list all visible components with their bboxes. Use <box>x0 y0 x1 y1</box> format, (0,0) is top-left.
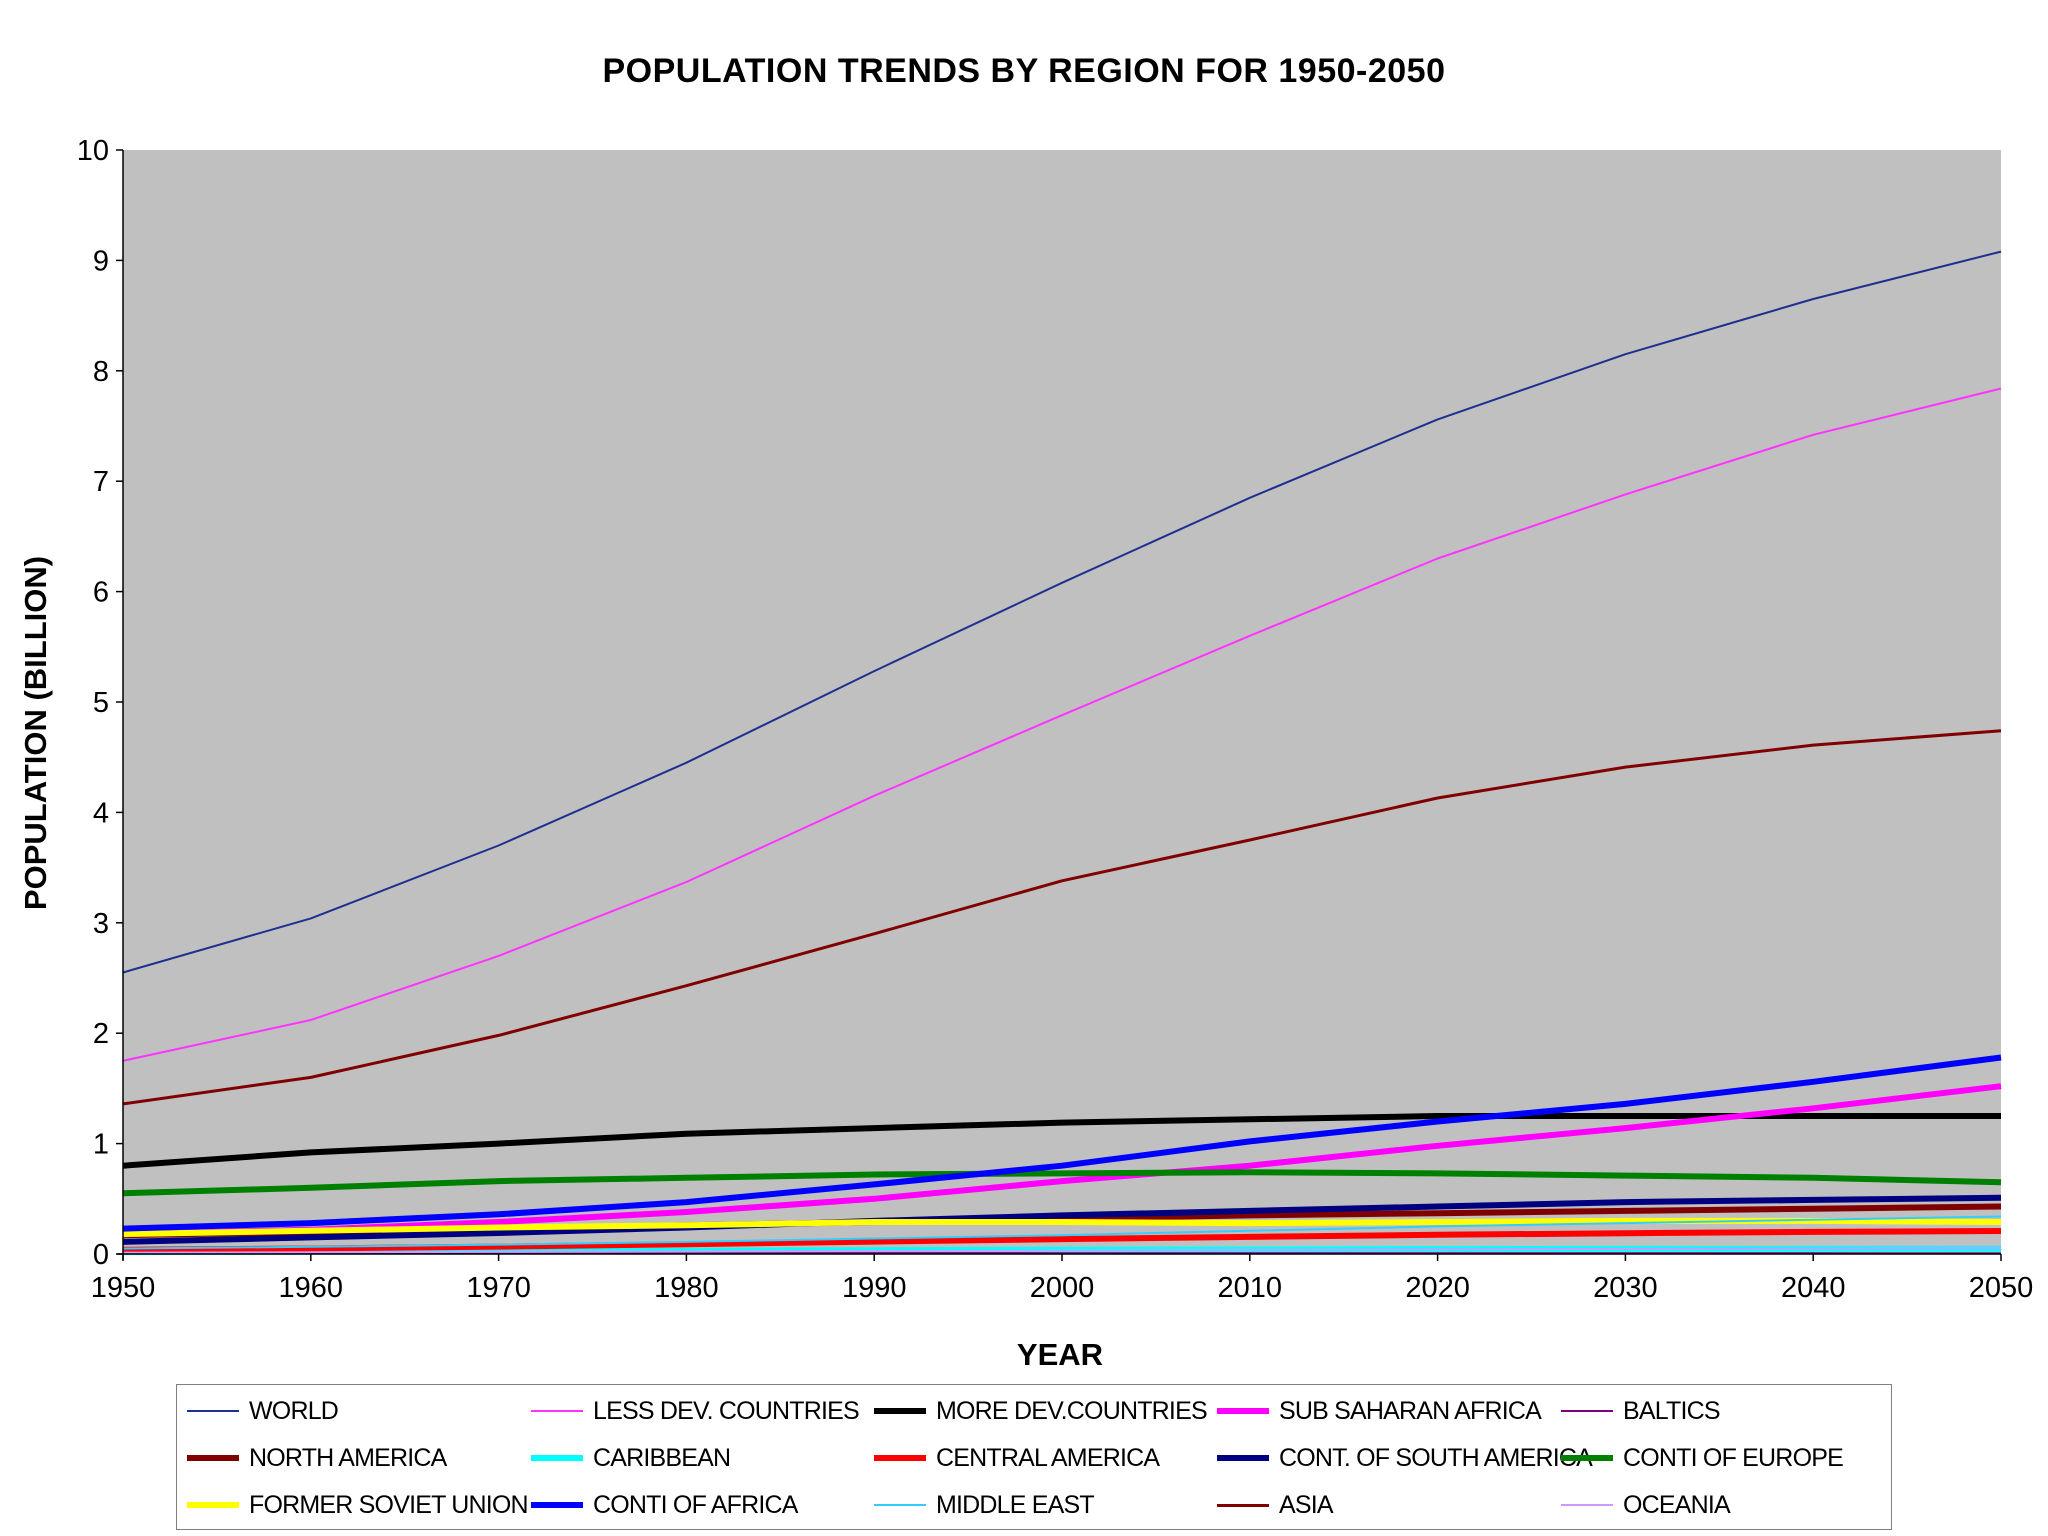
y-axis-ticks: 0 1 2 3 4 5 6 7 8 9 10 <box>77 135 123 1271</box>
y-tick-label: 7 <box>93 466 109 498</box>
legend-label: ASIA <box>1279 1490 1334 1519</box>
x-tick-label: 2030 <box>1593 1272 1658 1304</box>
legend-swatch <box>531 1455 583 1461</box>
x-tick-label: 1970 <box>466 1272 531 1304</box>
legend-swatch <box>531 1502 583 1508</box>
x-tick-label: 1980 <box>654 1272 719 1304</box>
legend-item: CONTI OF EUROPE <box>1561 1440 1844 1476</box>
x-axis-title: YEAR <box>1017 1337 1103 1372</box>
legend-item: BALTICS <box>1561 1393 1721 1429</box>
legend-label: CENTRAL AMERICA <box>936 1443 1160 1472</box>
legend-item: OCEANIA <box>1561 1487 1731 1523</box>
plot-area <box>123 150 2001 1254</box>
y-tick-label: 5 <box>93 687 109 719</box>
y-tick-label: 9 <box>93 245 109 277</box>
y-tick-label: 1 <box>93 1129 109 1161</box>
legend-swatch <box>1561 1410 1613 1412</box>
y-tick-label: 10 <box>77 135 109 167</box>
legend-item: MORE DEV.COUNTRIES <box>874 1393 1208 1429</box>
legend-label: CARIBBEAN <box>593 1443 731 1472</box>
legend-label: CONTI OF AFRICA <box>593 1490 798 1519</box>
legend-label: NORTH AMERICA <box>249 1443 447 1472</box>
x-tick-label: 2050 <box>1969 1272 2034 1304</box>
legend: WORLD LESS DEV. COUNTRIES MORE DEV.COUNTRI… <box>176 1384 1892 1530</box>
y-tick-label: 6 <box>93 577 109 609</box>
legend-swatch <box>1561 1504 1613 1506</box>
series-line-middle-east <box>122 1215 2002 1250</box>
legend-swatch <box>874 1408 926 1414</box>
legend-item: MIDDLE EAST <box>874 1487 1095 1523</box>
series-line-conti-of-africa <box>122 1054 2002 1232</box>
y-tick-label: 2 <box>93 1018 109 1050</box>
legend-swatch <box>187 1502 239 1508</box>
x-tick-label: 2000 <box>1030 1272 1095 1304</box>
y-tick-label: 3 <box>93 908 109 940</box>
legend-swatch <box>874 1455 926 1461</box>
x-tick-label: 2040 <box>1781 1272 1846 1304</box>
y-tick-label: 8 <box>93 356 109 388</box>
x-tick-label: 2010 <box>1218 1272 1283 1304</box>
x-axis-ticks: 1950 1960 1970 1980 1990 2000 2010 2020 2030 2040… <box>91 1254 2034 1304</box>
series-line-cont-of-south-america <box>122 1194 2002 1245</box>
legend-item: CARIBBEAN <box>531 1440 731 1476</box>
legend-item: WORLD <box>187 1393 339 1429</box>
legend-label: FORMER SOVIET UNION <box>249 1490 529 1519</box>
x-tick-label: 1990 <box>842 1272 907 1304</box>
legend-swatch <box>531 1410 583 1412</box>
legend-item: CONTI OF AFRICA <box>531 1487 798 1523</box>
legend-label: MORE DEV.COUNTRIES <box>936 1396 1208 1425</box>
legend-swatch <box>1561 1455 1613 1461</box>
series-layer <box>122 250 2002 1256</box>
series-line-more-dev-countries <box>122 1113 2001 1169</box>
x-tick-label: 2020 <box>1405 1272 1470 1304</box>
legend-label: LESS DEV. COUNTRIES <box>593 1396 860 1425</box>
legend-item: ASIA <box>1217 1487 1334 1523</box>
series-line-world <box>122 250 2002 974</box>
series-line-less-dev-countries <box>122 387 2002 1062</box>
series-line-former-soviet-union <box>122 1217 2002 1238</box>
series-line-sub-saharan-africa <box>122 1083 2002 1238</box>
legend-label: OCEANIA <box>1623 1490 1731 1519</box>
series-line-oceania <box>122 1247 2002 1254</box>
chart-title: POPULATION TRENDS BY REGION FOR 1950-205… <box>602 52 1446 90</box>
y-axis-title: POPULATION (BILLION) <box>18 556 53 910</box>
legend-label: BALTICS <box>1623 1396 1721 1425</box>
legend-item: LESS DEV. COUNTRIES <box>531 1393 860 1429</box>
legend-item: SUB SAHARAN AFRICA <box>1217 1393 1542 1429</box>
legend-item: CENTRAL AMERICA <box>874 1440 1160 1476</box>
legend-swatch <box>187 1455 239 1461</box>
y-tick-label: 0 <box>93 1239 109 1271</box>
legend-swatch <box>1217 1503 1269 1507</box>
series-line-asia <box>122 729 2002 1106</box>
legend-label: CONT. OF SOUTH AMERICA <box>1279 1443 1593 1472</box>
legend-swatch <box>874 1504 926 1506</box>
series-line-conti-of-europe <box>122 1169 2002 1197</box>
legend-label: CONTI OF EUROPE <box>1623 1443 1844 1472</box>
line-chart: 0 1 2 3 4 5 6 7 8 9 10 1950 1960 1970 1980 1990 2000 201… <box>18 135 2034 1372</box>
legend-label: SUB SAHARAN AFRICA <box>1279 1396 1542 1425</box>
x-tick-label: 1950 <box>91 1272 156 1304</box>
series-line-central-america <box>122 1228 2002 1253</box>
y-tick-label: 4 <box>93 797 109 829</box>
x-tick-label: 1960 <box>279 1272 344 1304</box>
legend-item: CONT. OF SOUTH AMERICA <box>1217 1440 1593 1476</box>
legend-item: NORTH AMERICA <box>187 1440 447 1476</box>
legend-label: WORLD <box>249 1396 339 1425</box>
legend-swatch <box>1217 1455 1269 1461</box>
legend-swatch <box>187 1410 239 1412</box>
legend-swatch <box>1217 1408 1269 1414</box>
legend-label: MIDDLE EAST <box>936 1490 1095 1519</box>
legend-item: FORMER SOVIET UNION <box>187 1487 529 1523</box>
